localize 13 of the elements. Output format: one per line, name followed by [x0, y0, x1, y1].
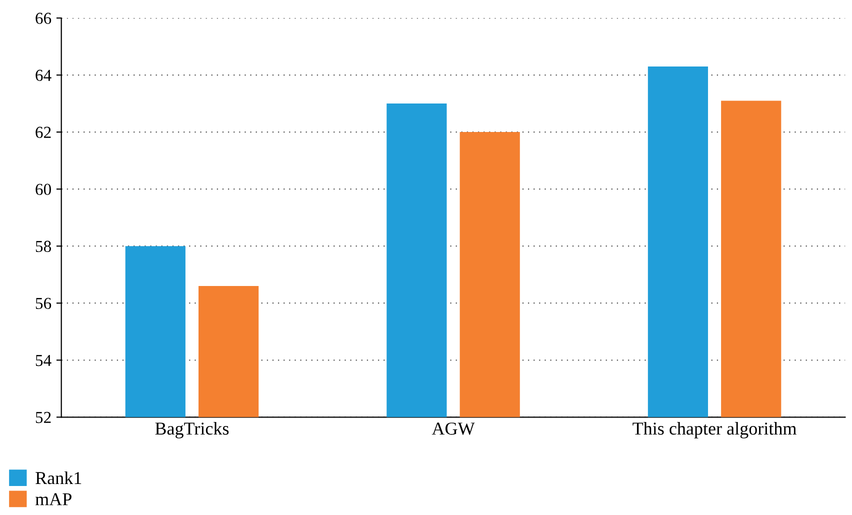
y-tick-label: 54 [36, 354, 52, 366]
y-tick-label: 66 [36, 12, 52, 24]
y-tick-label: 62 [36, 126, 51, 138]
legend-label: Rank1 [36, 471, 82, 484]
x-tick-label: BagTricks [155, 422, 229, 438]
y-tick-label: 64 [36, 70, 52, 81]
y-tick-label: 52 [36, 412, 51, 424]
legend-label: mAP [35, 493, 72, 506]
x-tick-label: This chapter algorithm [632, 422, 796, 438]
y-tick-label: 60 [36, 184, 51, 196]
x-tick-label: AGW [432, 422, 475, 435]
y-tick-label: 56 [36, 298, 52, 310]
y-tick-label: 58 [36, 240, 51, 252]
